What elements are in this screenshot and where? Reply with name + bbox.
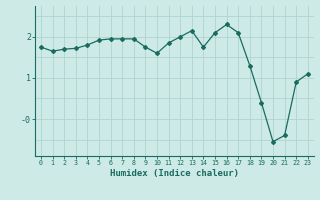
X-axis label: Humidex (Indice chaleur): Humidex (Indice chaleur) bbox=[110, 169, 239, 178]
